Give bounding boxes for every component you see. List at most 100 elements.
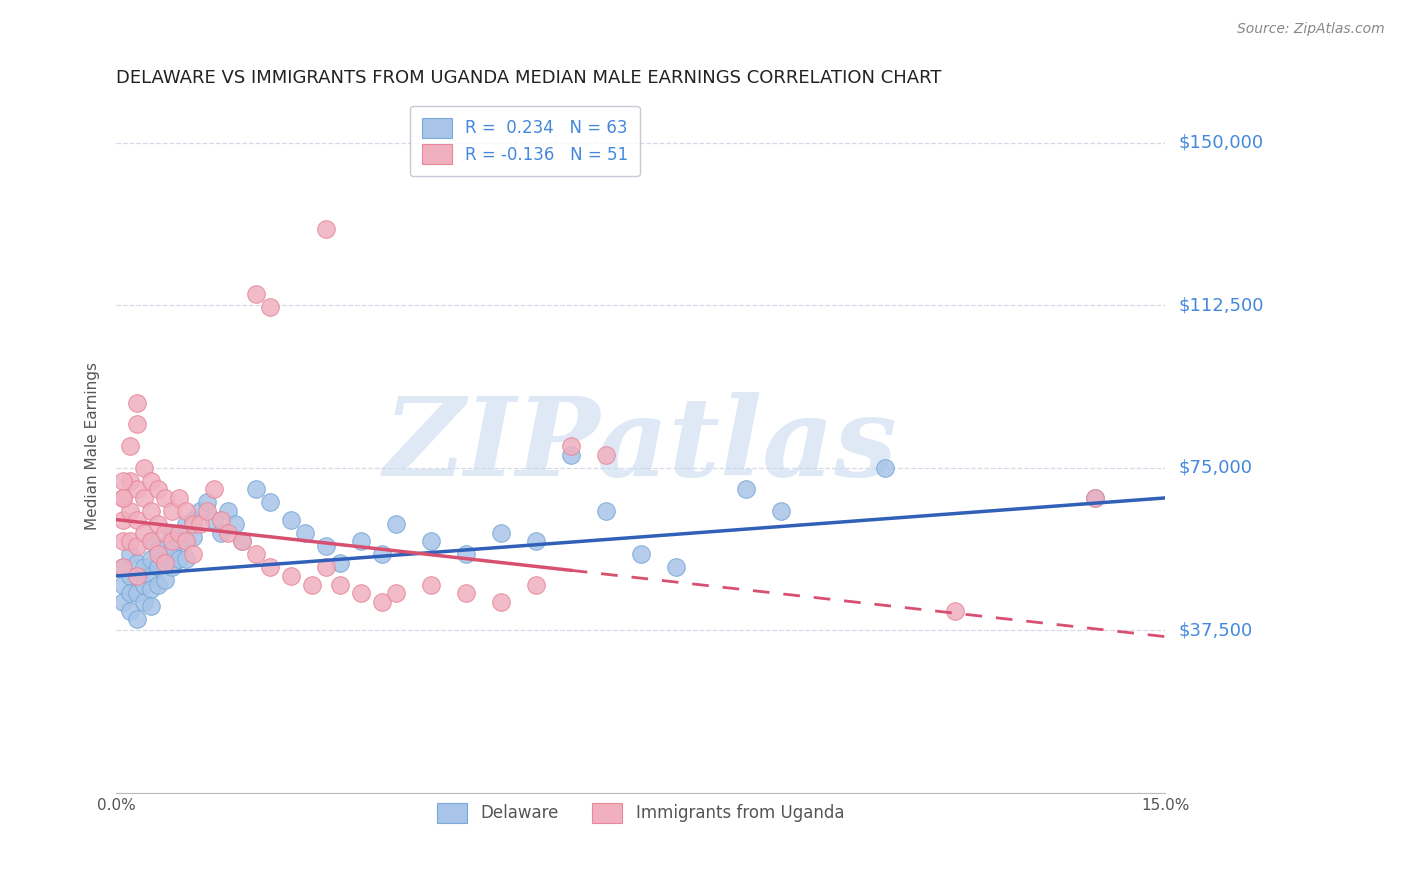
- Point: [120, 586, 142, 600]
- Point: [385, 516, 408, 531]
- Point: [141, 474, 163, 488]
- Text: DELAWARE VS IMMIGRANTS FROM UGANDA MEDIAN MALE EARNINGS CORRELATION CHART: DELAWARE VS IMMIGRANTS FROM UGANDA MEDIA…: [117, 69, 942, 87]
- Point: [245, 547, 267, 561]
- Point: [329, 556, 352, 570]
- Point: [259, 560, 281, 574]
- Point: [127, 556, 149, 570]
- Point: [1084, 491, 1107, 505]
- Point: [127, 417, 149, 432]
- Point: [181, 530, 204, 544]
- Point: [560, 448, 582, 462]
- Point: [943, 604, 966, 618]
- Point: [167, 534, 190, 549]
- Point: [454, 586, 477, 600]
- Point: [112, 560, 135, 574]
- Point: [148, 483, 170, 497]
- Point: [560, 439, 582, 453]
- Point: [148, 560, 170, 574]
- Point: [127, 483, 149, 497]
- Point: [127, 513, 149, 527]
- Point: [167, 525, 190, 540]
- Point: [134, 460, 156, 475]
- Point: [134, 595, 156, 609]
- Point: [350, 586, 373, 600]
- Point: [160, 560, 183, 574]
- Point: [112, 491, 135, 505]
- Point: [155, 556, 177, 570]
- Point: [141, 534, 163, 549]
- Point: [195, 504, 218, 518]
- Point: [155, 539, 177, 553]
- Point: [595, 504, 617, 518]
- Point: [141, 534, 163, 549]
- Point: [112, 577, 135, 591]
- Point: [112, 595, 135, 609]
- Point: [245, 287, 267, 301]
- Point: [160, 504, 183, 518]
- Point: [217, 525, 239, 540]
- Legend: Delaware, Immigrants from Uganda: Delaware, Immigrants from Uganda: [427, 792, 853, 833]
- Point: [875, 460, 897, 475]
- Point: [245, 483, 267, 497]
- Point: [120, 504, 142, 518]
- Point: [148, 547, 170, 561]
- Text: $75,000: $75,000: [1180, 458, 1253, 476]
- Point: [195, 495, 218, 509]
- Point: [1084, 491, 1107, 505]
- Point: [148, 577, 170, 591]
- Point: [155, 574, 177, 588]
- Point: [127, 395, 149, 409]
- Point: [181, 516, 204, 531]
- Point: [141, 551, 163, 566]
- Point: [294, 525, 316, 540]
- Point: [174, 516, 197, 531]
- Point: [489, 595, 512, 609]
- Point: [315, 222, 337, 236]
- Point: [167, 491, 190, 505]
- Point: [734, 483, 756, 497]
- Text: ZIPatlas: ZIPatlas: [384, 392, 897, 500]
- Point: [524, 534, 547, 549]
- Point: [120, 534, 142, 549]
- Point: [371, 547, 394, 561]
- Point: [141, 569, 163, 583]
- Point: [419, 534, 441, 549]
- Point: [120, 439, 142, 453]
- Point: [141, 582, 163, 596]
- Point: [231, 534, 253, 549]
- Point: [160, 534, 183, 549]
- Point: [209, 513, 232, 527]
- Point: [112, 513, 135, 527]
- Point: [350, 534, 373, 549]
- Point: [112, 474, 135, 488]
- Point: [329, 577, 352, 591]
- Point: [315, 560, 337, 574]
- Point: [174, 534, 197, 549]
- Point: [209, 525, 232, 540]
- Point: [665, 560, 688, 574]
- Point: [120, 569, 142, 583]
- Point: [174, 534, 197, 549]
- Point: [371, 595, 394, 609]
- Point: [127, 586, 149, 600]
- Point: [301, 577, 323, 591]
- Point: [134, 525, 156, 540]
- Point: [769, 504, 792, 518]
- Point: [181, 513, 204, 527]
- Point: [188, 516, 211, 531]
- Point: [134, 560, 156, 574]
- Point: [202, 483, 225, 497]
- Text: $112,500: $112,500: [1180, 296, 1264, 314]
- Point: [160, 525, 183, 540]
- Point: [134, 577, 156, 591]
- Text: Source: ZipAtlas.com: Source: ZipAtlas.com: [1237, 22, 1385, 37]
- Y-axis label: Median Male Earnings: Median Male Earnings: [86, 362, 100, 530]
- Point: [155, 525, 177, 540]
- Point: [141, 599, 163, 614]
- Point: [120, 547, 142, 561]
- Point: [188, 504, 211, 518]
- Point: [112, 491, 135, 505]
- Point: [127, 569, 149, 583]
- Point: [385, 586, 408, 600]
- Point: [280, 569, 302, 583]
